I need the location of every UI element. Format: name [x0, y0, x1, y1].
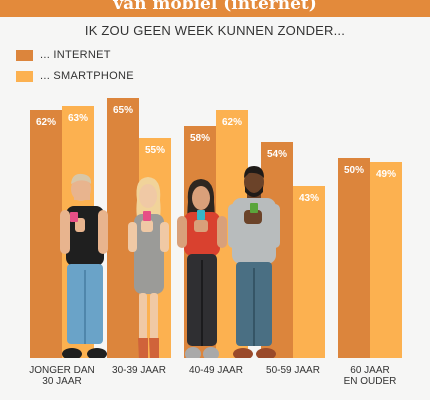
legend-item-smartphone: ... SMARTPHONE [16, 66, 134, 86]
legend: ... INTERNET ... SMARTPHONE [16, 45, 134, 87]
illustrations-layer [60, 166, 280, 361]
category-label-0-line-0: JONGER DAN [29, 365, 95, 376]
bar-internet-0 [30, 110, 62, 358]
data-label-internet-3: 54% [267, 149, 287, 160]
category-label-3-line-0: 50-59 JAAR [266, 365, 320, 376]
chart-title: IK ZOU GEEN WEEK KUNNEN ZONDER... [84, 23, 346, 38]
data-label-internet-1: 65% [113, 105, 133, 116]
blonde-woman-with-phone [128, 177, 169, 360]
legend-label-smartphone: ... SMARTPHONE [40, 70, 134, 82]
category-label-4-line-0: 60 JAAR [350, 365, 389, 376]
bearded-man-with-phone [228, 166, 280, 360]
bar-smartphone-4 [370, 162, 402, 358]
young-man-with-phone [60, 173, 108, 360]
category-label-1-line-0: 30-39 JAAR [112, 365, 166, 376]
legend-item-internet: ... INTERNET [16, 45, 134, 65]
data-label-smartphone-0: 63% [68, 113, 88, 124]
category-label-0-line-1: 30 JAAR [42, 376, 81, 387]
bar-smartphone-3 [293, 186, 325, 358]
footer-backdrop [0, 358, 430, 400]
banner-title: van mobiel (internet) [113, 0, 317, 14]
legend-label-internet: ... INTERNET [40, 49, 111, 61]
data-label-smartphone-2: 62% [222, 117, 242, 128]
legend-swatch-internet [16, 49, 33, 61]
category-label-4-line-1: EN OUDER [344, 376, 397, 387]
category-label-2-line-0: 40-49 JAAR [189, 365, 243, 376]
data-label-smartphone-1: 55% [145, 145, 165, 156]
legend-swatch-smartphone [16, 70, 33, 82]
bar-internet-4 [338, 158, 370, 358]
data-label-internet-4: 50% [344, 165, 364, 176]
header-banner: van mobiel (internet) [0, 0, 430, 17]
data-label-internet-0: 62% [36, 117, 56, 128]
data-label-smartphone-3: 43% [299, 193, 319, 204]
dark-haired-woman-with-phone [177, 179, 227, 361]
data-label-smartphone-4: 49% [376, 169, 396, 180]
data-label-internet-2: 58% [190, 133, 210, 144]
